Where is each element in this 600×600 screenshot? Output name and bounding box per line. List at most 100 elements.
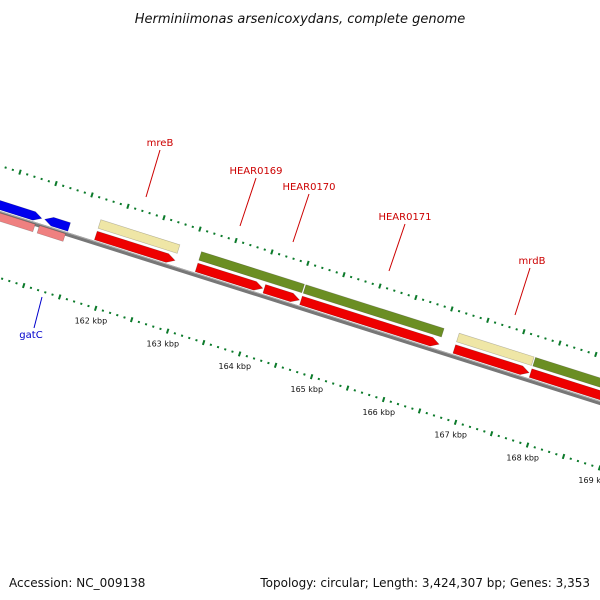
minor-tick (83, 191, 87, 194)
minor-tick (263, 248, 266, 251)
leader-line-HEAR0170 (292, 193, 310, 243)
gene-label-HEAR0171: HEAR0171 (378, 212, 431, 223)
kbp-axis-labels: 162 kbp 163 kbp 164 kbp 165 kbp 166 kbp 167 k… (75, 317, 600, 486)
minor-tick (180, 334, 184, 337)
map-title: Herminiimonas arsenicoxydans, complete g… (135, 12, 465, 27)
minor-tick (508, 325, 511, 329)
feature-gatC-adjacent-salmon (36, 225, 66, 242)
minor-tick (205, 230, 209, 233)
minor-tick (339, 384, 342, 388)
minor-tick (33, 175, 36, 178)
minor-tick (281, 366, 285, 369)
leader-line-mrdB (514, 267, 531, 316)
major-tick (198, 226, 202, 232)
minor-tick (65, 297, 69, 301)
minor-tick (443, 305, 446, 308)
major-tick (273, 362, 278, 369)
minor-tick (252, 357, 256, 360)
minor-tick (220, 234, 223, 238)
minor-tick (576, 459, 580, 463)
minor-tick (72, 300, 76, 303)
minor-tick (511, 439, 515, 442)
leader-line-HEAR0171 (388, 223, 406, 272)
minor-tick (400, 291, 403, 295)
major-tick (90, 192, 94, 198)
minor-tick (580, 348, 583, 352)
minor-tick (367, 393, 371, 397)
minor-tick (479, 316, 482, 320)
cds-next (528, 368, 600, 401)
minor-tick (25, 173, 29, 176)
minor-tick (8, 279, 11, 283)
kbp-label: 169 kbp (578, 476, 600, 485)
minor-tick (457, 309, 461, 313)
major-tick (342, 272, 346, 278)
minor-tick (407, 293, 410, 297)
major-tick (309, 374, 314, 380)
minor-tick (223, 348, 227, 351)
major-tick (201, 339, 206, 346)
minor-tick (241, 241, 245, 245)
minor-tick (144, 323, 148, 326)
backbone-line (0, 210, 600, 406)
minor-tick (360, 391, 364, 394)
minor-tick (583, 462, 587, 465)
feature-tracks (0, 200, 600, 401)
minor-tick (169, 218, 173, 222)
minor-tick (191, 225, 195, 229)
major-tick (18, 169, 22, 175)
minor-tick (105, 198, 108, 201)
minor-tick (324, 380, 328, 383)
minor-tick (364, 280, 367, 283)
major-tick (306, 260, 310, 266)
minor-tick (209, 343, 213, 347)
minor-tick (177, 221, 180, 224)
major-tick (450, 306, 454, 312)
kbp-label: 165 kbp (290, 385, 323, 394)
minor-tick (591, 464, 594, 467)
feature-HEAR0169-top (198, 251, 305, 294)
feature-HEAR0170-0171-top (302, 284, 445, 338)
major-tick (414, 294, 418, 301)
minor-tick (385, 287, 389, 290)
minor-tick (29, 286, 33, 290)
minor-tick (267, 361, 270, 365)
cds-gatC (0, 200, 43, 221)
minor-tick (313, 264, 317, 267)
kbp-label: 163 kbp (146, 339, 179, 348)
minor-tick (544, 337, 547, 340)
minor-tick (288, 368, 292, 372)
minor-tick (44, 291, 47, 294)
minor-tick (137, 320, 141, 324)
minor-tick (76, 189, 79, 192)
major-tick (417, 408, 422, 414)
minor-tick (519, 441, 522, 445)
kbp-label: 162 kbp (75, 317, 108, 326)
minor-tick (0, 277, 4, 280)
minor-tick (357, 278, 360, 281)
kbp-label: 164 kbp (218, 362, 251, 371)
minor-tick (195, 338, 198, 342)
minor-tick (555, 452, 558, 456)
minor-tick (572, 346, 576, 349)
major-tick (237, 351, 242, 357)
minor-tick (403, 405, 407, 408)
minor-tick (393, 289, 396, 292)
minor-tick (501, 323, 504, 327)
minor-tick (475, 427, 479, 431)
minor-tick (141, 209, 144, 213)
kbp-label: 167 kbp (434, 431, 467, 440)
minor-tick (61, 184, 65, 188)
kbp-label: 166 kbp (362, 408, 395, 417)
minor-tick (187, 336, 191, 340)
minor-tick (285, 255, 288, 258)
major-tick (378, 283, 382, 289)
minor-tick (108, 311, 112, 315)
minor-tick (335, 271, 338, 274)
minor-tick (116, 313, 119, 317)
minor-tick (375, 395, 378, 399)
minor-tick (493, 321, 497, 324)
gene-label-mreB: mreB (147, 138, 174, 149)
minor-tick (133, 207, 137, 210)
minor-tick (249, 243, 252, 247)
